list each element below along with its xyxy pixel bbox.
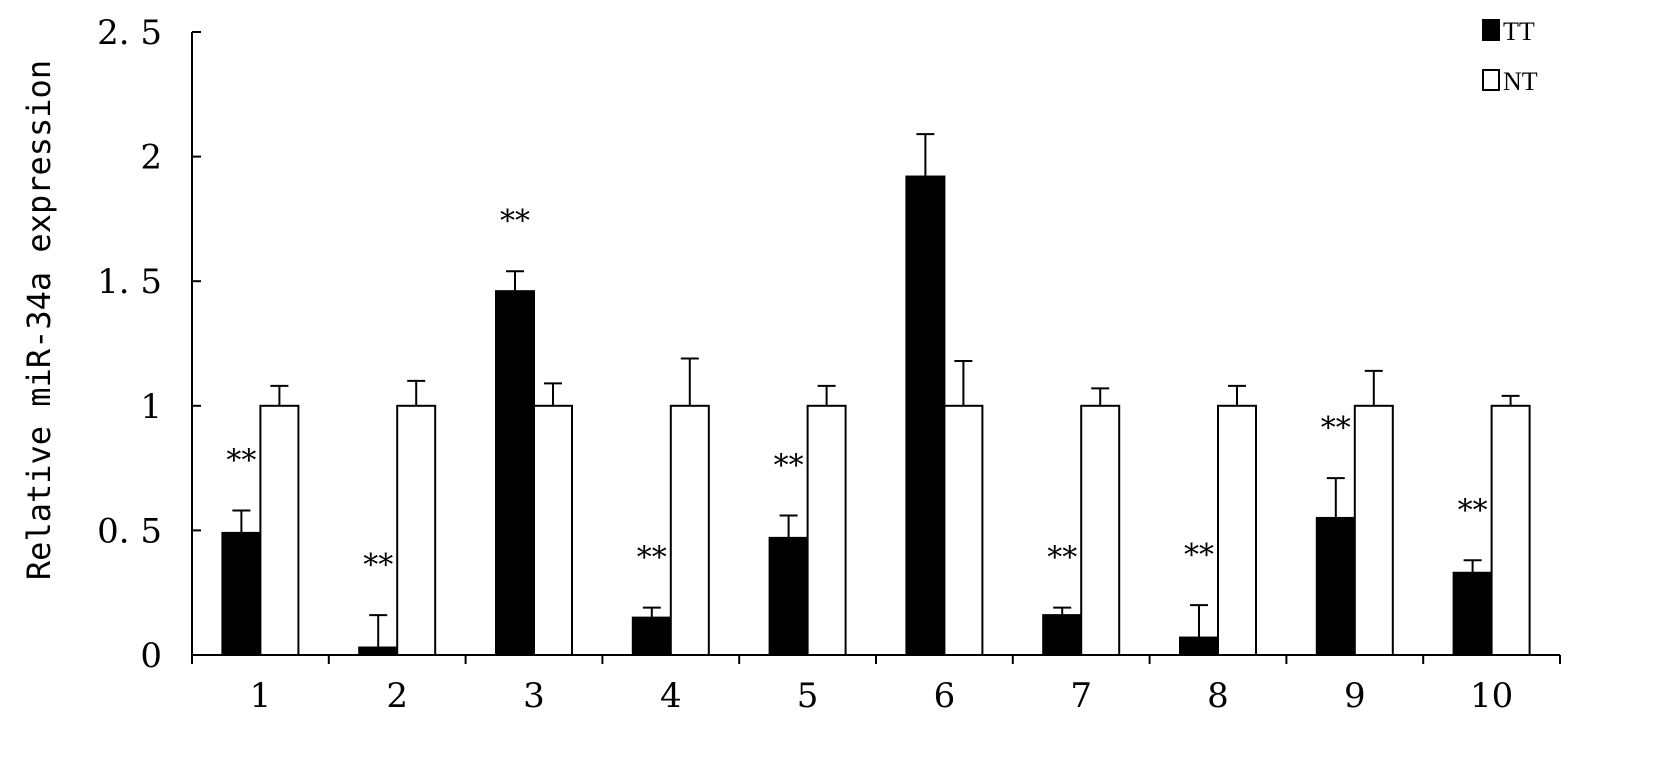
significance-marker: ** (1458, 493, 1488, 528)
significance-marker: ** (774, 448, 804, 483)
bar-nt (669, 404, 710, 656)
x-tick-label: 3 (523, 676, 545, 716)
significance-marker: ** (226, 443, 256, 478)
bar-tt (221, 531, 262, 657)
y-tick-label: 2 (140, 138, 162, 178)
x-tick-label: 9 (1344, 676, 1366, 716)
legend-swatch-tt (1482, 19, 1500, 41)
x-tick-label: 5 (797, 676, 819, 716)
y-axis-label: Relative miR-34a expression (20, 60, 58, 580)
bar-tt (768, 536, 809, 656)
y-tick-label: 1 (140, 387, 162, 427)
significance-marker: ** (363, 548, 393, 583)
legend-label-tt: TT (1503, 17, 1535, 46)
significance-marker: ** (637, 541, 667, 576)
x-tick-label: 8 (1207, 676, 1229, 716)
x-tick-label: 1 (250, 676, 272, 716)
legend-swatch-nt (1482, 69, 1500, 91)
bar-tt (1179, 636, 1219, 657)
y-tick-label: 2. 5 (97, 13, 162, 53)
bar-tt (905, 175, 946, 656)
bar-nt (533, 404, 573, 656)
bar-tt (1315, 516, 1356, 656)
tick-labels: 0 0. 5 1 1. 5 2 2. 5 1 2 3 4 5 6 7 8 9 10 (97, 13, 1513, 716)
bar-nt (1080, 404, 1121, 656)
x-tick-label: 4 (660, 676, 682, 716)
bar-nt (1353, 404, 1394, 656)
y-tick-label: 0 (140, 636, 162, 676)
error-bars-group (232, 133, 1520, 648)
y-tick-label: 1. 5 (97, 262, 162, 302)
bar-nt (1490, 404, 1531, 656)
x-tick-label: 6 (934, 676, 956, 716)
bar-nt (1217, 404, 1257, 656)
y-tick-label: 0. 5 (97, 511, 162, 551)
bar-tt (631, 616, 672, 656)
legend-label-nt: NT (1503, 67, 1538, 96)
bar-tt (358, 646, 399, 656)
bar-nt (806, 404, 847, 656)
significance-marker: ** (1321, 411, 1351, 446)
x-tick-label: 10 (1470, 676, 1513, 716)
significance-marker: ** (1184, 538, 1214, 573)
bar-tt (495, 290, 535, 656)
significance-marker: ** (500, 204, 530, 239)
bar-nt (943, 404, 984, 656)
significance-marker: ** (1047, 541, 1077, 576)
x-tick-label: 2 (386, 676, 408, 716)
legend: TT NT (1482, 17, 1538, 96)
bar-nt (259, 404, 300, 656)
significance-annotations: ** ** ** ** ** ** ** ** ** (226, 204, 1487, 583)
bar-tt (1042, 614, 1083, 656)
x-tick-label: 7 (1070, 676, 1092, 716)
bar-tt (1452, 571, 1493, 656)
bar-nt (396, 404, 437, 656)
